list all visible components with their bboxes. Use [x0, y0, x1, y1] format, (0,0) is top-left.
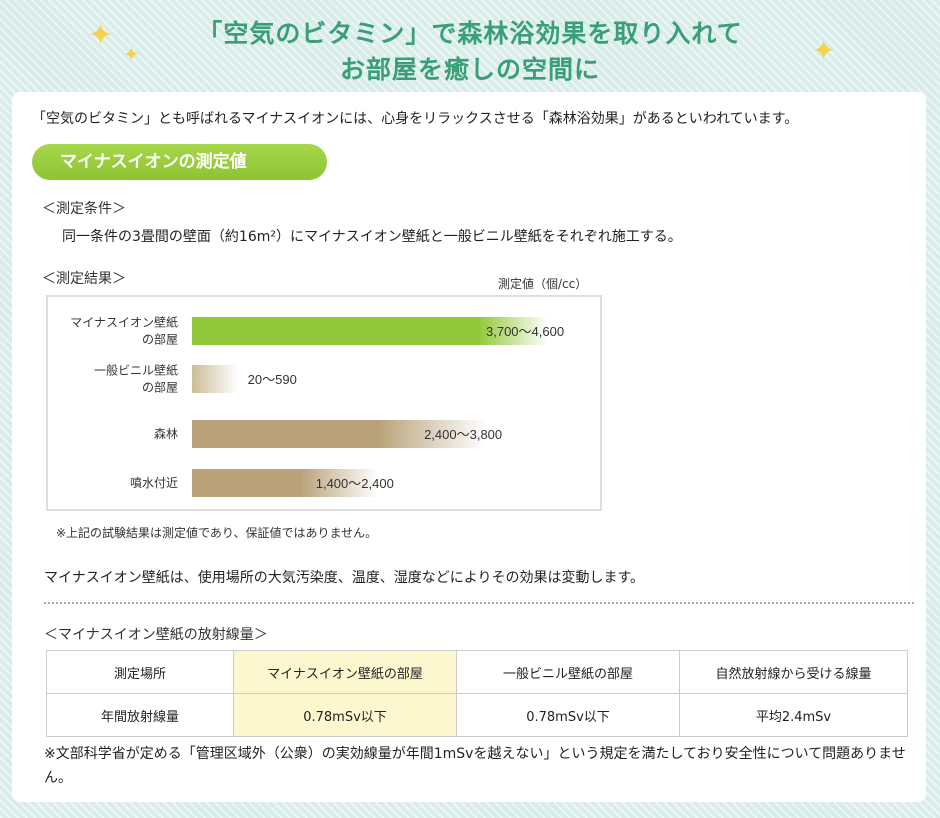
- intro-text: 「空気のビタミン」とも呼ばれるマイナスイオンには、心身をリラックスさせる「森林浴…: [32, 111, 799, 127]
- table-header-row: 測定場所 マイナスイオン壁紙の部屋 一般ビニル壁紙の部屋 自然放射線から受ける線…: [46, 650, 908, 694]
- section-pill-heading: マイナスイオンの測定値: [32, 144, 327, 180]
- conditions-heading: ＜測定条件＞: [42, 201, 126, 217]
- sparkle-icon: ✦: [123, 42, 140, 66]
- content-panel: 「空気のビタミン」とも呼ばれるマイナスイオンには、心身をリラックスさせる「森林浴…: [12, 92, 926, 802]
- chart-unit-label: 測定値（個/cc）: [498, 277, 588, 291]
- chart-note: ※上記の試験結果は測定値であり、保証値ではありません。: [56, 526, 378, 540]
- category-label: マイナスイオン壁紙: [70, 315, 178, 330]
- bar-mark: [192, 365, 238, 393]
- bar-chart: 3,700～4,600 マイナスイオン壁紙 の部屋 20～590 一般ビニル壁紙 の部屋 2…: [46, 295, 602, 511]
- bar-value-label: 1,400～2,400: [316, 476, 394, 491]
- page-title-line1: 「空気のビタミン」で森林浴効果を取り入れて: [197, 19, 743, 48]
- bar-value-label: 3,700～4,600: [486, 324, 564, 339]
- category-label: 噴水付近: [130, 476, 178, 490]
- dotted-divider: [44, 602, 914, 604]
- table-cell: 平均2.4mSv: [679, 693, 908, 737]
- table-cell: 年間放射線量: [46, 693, 234, 737]
- header-banner: ✦ ✦ ✦ 「空気のビタミン」で森林浴効果を取り入れて お部屋を癒しの空間に: [0, 0, 940, 92]
- sparkle-icon: ✦: [812, 34, 836, 67]
- footnote-text: ※文部科学省が定める「管理区域外（公衆）の実効線量が年間1mSvを越えない」とい…: [44, 746, 906, 786]
- sparkle-icon: ✦: [88, 18, 114, 53]
- conditions-text: 同一条件の3畳間の壁面（約16m²）にマイナスイオン壁紙と一般ビニル壁紙をそれぞ…: [62, 229, 682, 245]
- effect-text: マイナスイオン壁紙は、使用場所の大気汚染度、温度、湿度などによりその効果は変動し…: [44, 570, 645, 586]
- bar-mark: [192, 469, 378, 497]
- bar-value-label: 2,400～3,800: [424, 427, 502, 442]
- bar-mark: [192, 317, 548, 345]
- category-label: の部屋: [142, 380, 178, 395]
- category-label: 森林: [154, 426, 178, 441]
- bar-mark: [192, 420, 487, 448]
- radiation-table: 測定場所 マイナスイオン壁紙の部屋 一般ビニル壁紙の部屋 自然放射線から受ける線…: [46, 650, 908, 737]
- category-label: 一般ビニル壁紙: [94, 363, 178, 378]
- bar-value-label: 20～590: [248, 372, 297, 387]
- table-header-cell: 一般ビニル壁紙の部屋: [456, 650, 680, 694]
- table-header-cell: マイナスイオン壁紙の部屋: [233, 650, 457, 694]
- table-cell: 0.78mSv以下: [233, 693, 457, 737]
- table-cell: 0.78mSv以下: [456, 693, 680, 737]
- page-title-line2: お部屋を癒しの空間に: [339, 55, 600, 84]
- table-header-cell: 測定場所: [46, 650, 234, 694]
- category-label: の部屋: [142, 332, 178, 347]
- table-header-cell: 自然放射線から受ける線量: [679, 650, 908, 694]
- bar-chart-svg: 3,700～4,600マイナスイオン壁紙の部屋20～590一般ビニル壁紙の部屋2…: [70, 315, 564, 497]
- radiation-heading: ＜マイナスイオン壁紙の放射線量＞: [44, 627, 268, 643]
- results-heading: ＜測定結果＞: [42, 271, 126, 287]
- table-row: 年間放射線量 0.78mSv以下 0.78mSv以下 平均2.4mSv: [46, 693, 908, 737]
